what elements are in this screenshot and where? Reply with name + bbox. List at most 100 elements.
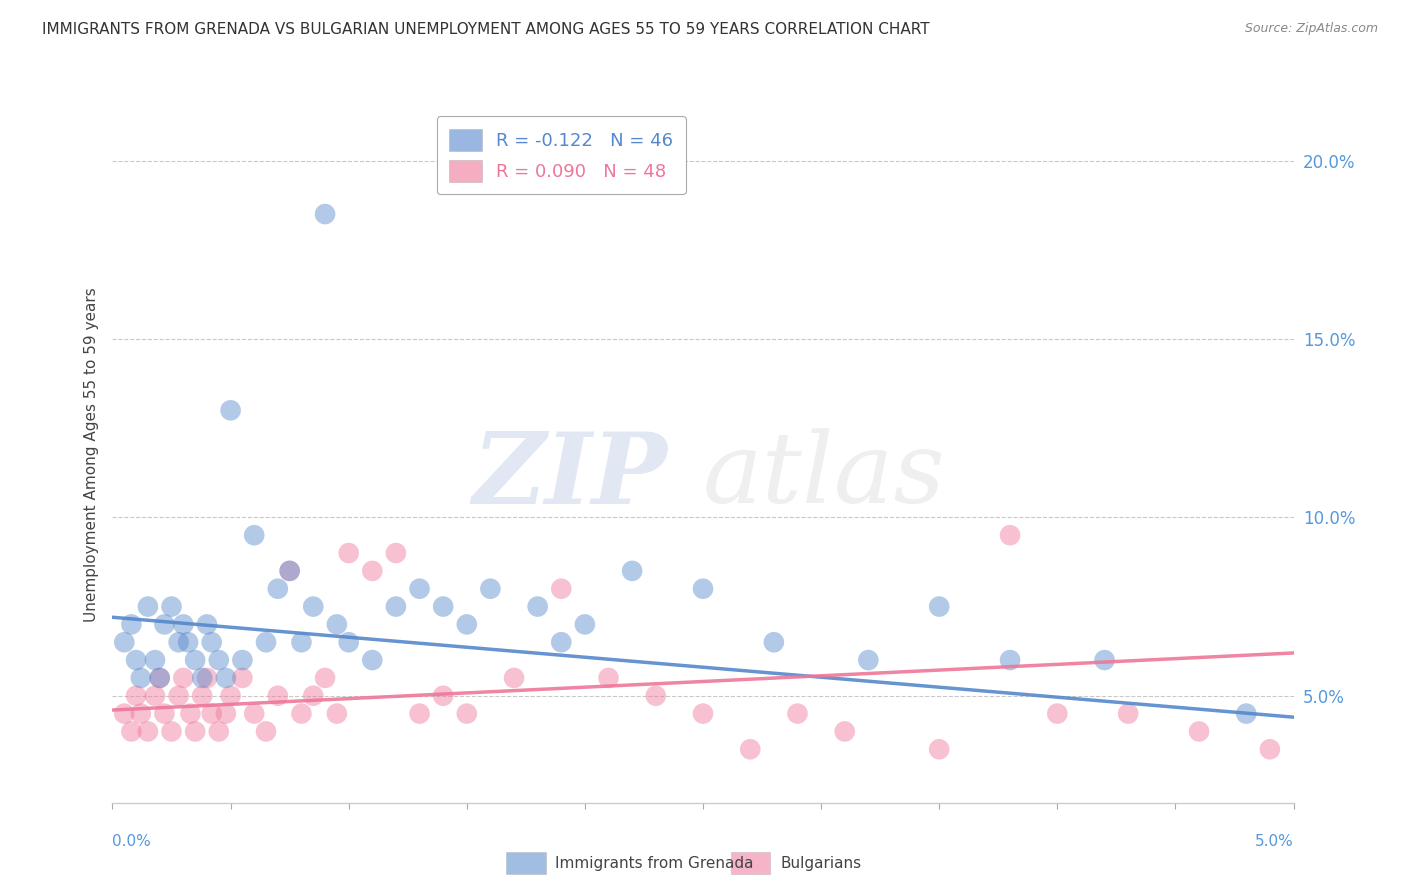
Point bbox=[692, 706, 714, 721]
Legend: R = -0.122   N = 46, R = 0.090   N = 48: R = -0.122 N = 46, R = 0.090 N = 48 bbox=[437, 116, 686, 194]
Point bbox=[432, 689, 454, 703]
Point bbox=[762, 635, 785, 649]
Point bbox=[550, 582, 572, 596]
Text: atlas: atlas bbox=[703, 428, 946, 524]
Point bbox=[574, 617, 596, 632]
Point bbox=[195, 617, 218, 632]
Point bbox=[125, 653, 148, 667]
Point bbox=[408, 706, 430, 721]
Point bbox=[928, 599, 950, 614]
Point bbox=[598, 671, 620, 685]
Point bbox=[201, 706, 224, 721]
Text: Bulgarians: Bulgarians bbox=[780, 856, 862, 871]
Point bbox=[149, 671, 172, 685]
Point bbox=[456, 706, 478, 721]
Point bbox=[834, 724, 856, 739]
Point bbox=[112, 635, 135, 649]
Point bbox=[143, 689, 166, 703]
Point bbox=[179, 706, 201, 721]
Text: 5.0%: 5.0% bbox=[1254, 834, 1294, 849]
Point bbox=[160, 599, 183, 614]
Point bbox=[302, 599, 325, 614]
Point bbox=[129, 671, 152, 685]
Point bbox=[215, 671, 238, 685]
Point bbox=[219, 689, 242, 703]
Point bbox=[692, 582, 714, 596]
Point bbox=[167, 689, 190, 703]
Point bbox=[290, 635, 312, 649]
Point bbox=[326, 706, 349, 721]
Point bbox=[153, 617, 176, 632]
Point bbox=[1258, 742, 1281, 756]
Point bbox=[191, 671, 214, 685]
Point bbox=[302, 689, 325, 703]
Point bbox=[267, 582, 290, 596]
Point bbox=[143, 653, 166, 667]
Point bbox=[1188, 724, 1211, 739]
Point bbox=[503, 671, 526, 685]
Point bbox=[184, 653, 207, 667]
Point bbox=[184, 724, 207, 739]
Point bbox=[231, 671, 253, 685]
Point bbox=[408, 582, 430, 596]
Point bbox=[337, 546, 360, 560]
Point bbox=[177, 635, 200, 649]
Point bbox=[278, 564, 301, 578]
Point bbox=[740, 742, 762, 756]
Point bbox=[208, 724, 231, 739]
Point bbox=[125, 689, 148, 703]
Point bbox=[153, 706, 176, 721]
Point bbox=[112, 706, 135, 721]
Point bbox=[267, 689, 290, 703]
Point bbox=[254, 635, 277, 649]
Point bbox=[361, 653, 384, 667]
Point bbox=[136, 724, 159, 739]
Point bbox=[129, 706, 152, 721]
Text: IMMIGRANTS FROM GRENADA VS BULGARIAN UNEMPLOYMENT AMONG AGES 55 TO 59 YEARS CORR: IMMIGRANTS FROM GRENADA VS BULGARIAN UNE… bbox=[42, 22, 929, 37]
Point bbox=[120, 617, 142, 632]
Point bbox=[172, 671, 194, 685]
Y-axis label: Unemployment Among Ages 55 to 59 years: Unemployment Among Ages 55 to 59 years bbox=[83, 287, 98, 623]
Text: 0.0%: 0.0% bbox=[112, 834, 152, 849]
Text: Immigrants from Grenada: Immigrants from Grenada bbox=[555, 856, 754, 871]
Point bbox=[550, 635, 572, 649]
Point bbox=[998, 528, 1021, 542]
Point bbox=[621, 564, 644, 578]
Point bbox=[120, 724, 142, 739]
Point bbox=[254, 724, 277, 739]
Point bbox=[361, 564, 384, 578]
Point bbox=[1234, 706, 1257, 721]
Text: ZIP: ZIP bbox=[472, 427, 668, 524]
Point bbox=[195, 671, 218, 685]
Point bbox=[786, 706, 808, 721]
Point bbox=[1094, 653, 1116, 667]
Point bbox=[385, 599, 408, 614]
Point bbox=[201, 635, 224, 649]
Point bbox=[231, 653, 253, 667]
Point bbox=[432, 599, 454, 614]
Point bbox=[337, 635, 360, 649]
Point bbox=[526, 599, 548, 614]
Text: Source: ZipAtlas.com: Source: ZipAtlas.com bbox=[1244, 22, 1378, 36]
Point bbox=[172, 617, 194, 632]
Point bbox=[326, 617, 349, 632]
Point bbox=[1046, 706, 1069, 721]
Point bbox=[243, 528, 266, 542]
Point bbox=[928, 742, 950, 756]
Point bbox=[290, 706, 312, 721]
Point bbox=[1116, 706, 1139, 721]
Point bbox=[314, 207, 336, 221]
Point bbox=[998, 653, 1021, 667]
Point bbox=[858, 653, 880, 667]
Point bbox=[208, 653, 231, 667]
Point bbox=[167, 635, 190, 649]
Point bbox=[385, 546, 408, 560]
Point bbox=[191, 689, 214, 703]
Point bbox=[479, 582, 502, 596]
Point bbox=[243, 706, 266, 721]
Point bbox=[219, 403, 242, 417]
Point bbox=[278, 564, 301, 578]
Point bbox=[456, 617, 478, 632]
Point bbox=[644, 689, 666, 703]
Point bbox=[149, 671, 172, 685]
